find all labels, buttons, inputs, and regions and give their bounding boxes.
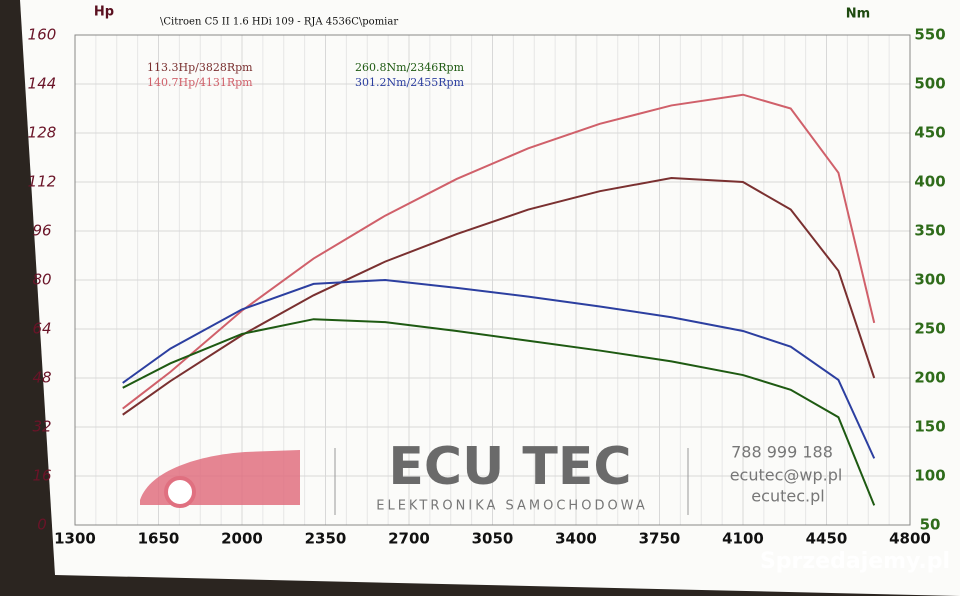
- chart-title: \Citroen C5 II 1.6 HDi 109 - RJA 4536C\p…: [160, 17, 398, 28]
- y-tick-label: 0: [37, 516, 47, 534]
- line-series: [122, 278, 876, 459]
- x-tick-label: 4450: [806, 530, 848, 548]
- line-series: [122, 177, 876, 416]
- y2-tick-label: 500: [914, 75, 945, 93]
- y-tick-label: 96: [32, 222, 51, 240]
- y2-tick-label: 550: [914, 26, 945, 44]
- y-tick-label: 144: [28, 75, 57, 93]
- y-tick-label: 128: [28, 124, 57, 142]
- y2-tick-label: 150: [914, 418, 945, 436]
- y-tick-label: 16: [32, 467, 51, 485]
- y-tick-label: 160: [28, 26, 57, 44]
- y2-tick-label: 50: [920, 516, 941, 534]
- legend-label: 113.3Hp/3828Rpm: [147, 61, 253, 74]
- y-tick-label: 32: [32, 418, 51, 436]
- y2-tick-label: 300: [914, 271, 945, 289]
- legend-label: 140.7Hp/4131Rpm: [147, 76, 253, 89]
- y-tick-label: 80: [32, 271, 51, 289]
- x-tick-label: 2700: [388, 530, 430, 548]
- x-tick-label: 2350: [305, 530, 347, 548]
- x-tick-label: 4100: [722, 530, 764, 548]
- legend-label: 301.2Nm/2455Rpm: [355, 76, 465, 89]
- y-axis-label: Hp: [94, 5, 114, 20]
- x-tick-label: 3050: [472, 530, 514, 548]
- x-tick-label: 1650: [138, 530, 180, 548]
- brand-tagline: ELEKTRONIKA SAMOCHODOWA: [376, 499, 647, 514]
- y2-tick-label: 400: [914, 173, 945, 191]
- phone: 788 999 188: [731, 443, 833, 462]
- y2-tick-label: 200: [914, 369, 945, 387]
- watermark: Sprzedajemy.pl: [760, 549, 950, 574]
- y2-tick-label: 350: [914, 222, 945, 240]
- x-tick-label: 3750: [639, 530, 681, 548]
- y2-tick-label: 250: [914, 320, 945, 338]
- y-tick-label: 112: [28, 173, 57, 191]
- line-series: [122, 93, 876, 410]
- email: ecutec@wp.pl: [730, 466, 843, 485]
- brand-name: ECU TEC: [388, 437, 631, 497]
- y2-tick-label: 100: [914, 467, 945, 485]
- paper: [20, 0, 960, 596]
- y-tick-label: 48: [32, 369, 51, 387]
- logo: ECU TEC ELEKTRONIKA SAMOCHODOWA 788 999 …: [140, 437, 842, 515]
- logo-wheel: [164, 476, 196, 508]
- x-tick-label: 4800: [889, 530, 931, 548]
- y2-tick-label: 450: [914, 124, 945, 142]
- y-tick-label: 64: [32, 320, 51, 338]
- y2-axis-label: Nm: [846, 7, 870, 22]
- x-tick-label: 3400: [555, 530, 597, 548]
- x-tick-label: 1300: [54, 530, 96, 548]
- legend-label: 260.8Nm/2346Rpm: [355, 61, 465, 74]
- x-tick-label: 2000: [221, 530, 263, 548]
- website: ecutec.pl: [751, 487, 824, 506]
- plot-border: [74, 34, 911, 526]
- line-series: [122, 318, 876, 506]
